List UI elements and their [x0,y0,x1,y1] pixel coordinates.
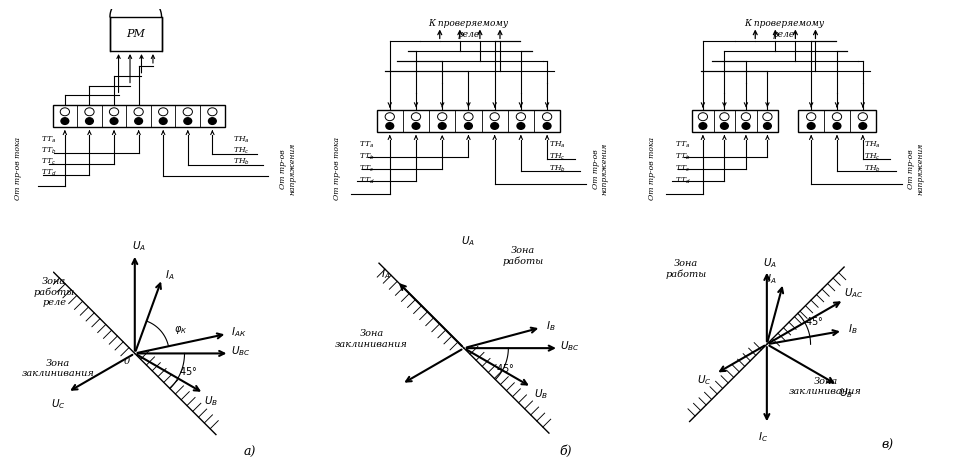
Text: $\varphi_К$: $\varphi_К$ [174,324,187,337]
Text: ТТ$_b$: ТТ$_b$ [41,145,56,156]
Text: ТН$_b$: ТН$_b$ [233,156,250,167]
Text: От тр-ов
напряжения: От тр-ов напряжения [907,143,924,195]
Text: $U_{ВС}$: $U_{ВС}$ [560,339,579,353]
Text: К проверяемому
реле: К проверяемому реле [428,19,509,39]
Circle shape [764,123,771,129]
Circle shape [742,123,750,129]
Text: ТТ$_a$: ТТ$_a$ [41,134,56,145]
Circle shape [517,123,525,129]
Text: ТТ$_c$: ТТ$_c$ [41,156,56,167]
Bar [798,110,876,132]
Text: От тр-ов тока: От тр-ов тока [648,137,656,201]
Text: ТН$_c$: ТН$_c$ [549,152,565,162]
Text: $45°$: $45°$ [495,362,513,374]
Circle shape [543,123,551,129]
Circle shape [110,118,118,125]
Circle shape [439,123,446,129]
Text: $U_В$: $U_В$ [839,387,853,400]
Text: $U_{ВС}$: $U_{ВС}$ [231,345,250,358]
Text: ТН$_a$: ТН$_a$ [864,139,881,150]
Text: ТН$_b$: ТН$_b$ [864,164,881,174]
Text: ТТ$_c$: ТТ$_c$ [675,164,690,174]
Circle shape [386,123,394,129]
Text: $U_A$: $U_A$ [132,239,145,253]
Text: ТН$_c$: ТН$_c$ [864,152,880,162]
Text: $I_A$: $I_A$ [164,268,174,282]
Text: РМ: РМ [126,29,145,39]
Text: От тр-ов тока: От тр-ов тока [333,137,340,201]
Text: От тр-ов
напряжения: От тр-ов напряжения [592,143,609,195]
Text: Зона
заклинивания: Зона заклинивания [336,329,408,349]
Text: ТТ$_c$: ТТ$_c$ [359,164,375,174]
Circle shape [135,118,142,125]
Text: 0: 0 [124,356,130,366]
Text: $U_В$: $U_В$ [533,388,548,401]
Text: ТТ$_b$: ТТ$_b$ [359,152,375,162]
Text: $I_В$: $I_В$ [546,319,555,332]
Text: Зона
работы: Зона работы [503,246,544,266]
Text: б): б) [559,445,572,458]
Text: ТТ$_d$: ТТ$_d$ [675,176,690,186]
Text: ТТ$_d$: ТТ$_d$ [359,176,375,186]
Text: $U_С$: $U_С$ [51,397,65,411]
Text: ТН$_c$: ТН$_c$ [233,145,250,156]
Bar [53,105,225,127]
Circle shape [86,118,94,125]
Circle shape [490,123,498,129]
Circle shape [208,118,216,125]
Circle shape [61,118,69,125]
Text: ТТ$_a$: ТТ$_a$ [675,139,690,150]
Text: в): в) [881,438,894,452]
Text: Зона
заклинивания: Зона заклинивания [790,377,862,396]
Text: $I_{АК}$: $I_{АК}$ [231,325,247,339]
Bar [110,17,162,51]
Text: $I_A$: $I_A$ [381,267,391,280]
Circle shape [699,123,706,129]
Text: $U_A$: $U_A$ [461,234,475,248]
Text: ТН$_b$: ТН$_b$ [549,164,566,174]
Bar [377,110,560,132]
Circle shape [858,123,867,129]
Text: $I_В$: $I_В$ [848,322,858,336]
Text: Зона
работы: Зона работы [665,259,706,278]
Text: ТН$_a$: ТН$_a$ [549,139,566,150]
Text: ТН$_a$: ТН$_a$ [233,134,250,145]
Text: $I_С$: $I_С$ [758,430,769,445]
Circle shape [184,118,191,125]
Circle shape [721,123,728,129]
Circle shape [465,123,472,129]
Circle shape [833,123,841,129]
Text: ТТ$_d$: ТТ$_d$ [41,168,56,178]
Text: От тр-ов тока: От тр-ов тока [14,137,22,201]
Text: От тр-ов
напряжения: От тр-ов напряжения [279,143,296,195]
Text: $U_В$: $U_В$ [205,394,218,408]
Text: $U_A$: $U_A$ [763,256,777,270]
Text: $I_A$: $I_A$ [767,273,776,287]
Text: $U_С$: $U_С$ [697,374,711,388]
Text: Зона
работы
реле: Зона работы реле [33,277,76,307]
Text: $45°$: $45°$ [805,315,823,327]
Circle shape [412,123,420,129]
Circle shape [160,118,167,125]
Text: ТТ$_b$: ТТ$_b$ [675,152,690,162]
Circle shape [807,123,815,129]
Text: ТТ$_a$: ТТ$_a$ [359,139,375,150]
Bar [692,110,778,132]
Text: К проверяемому
реле: К проверяемому реле [744,19,824,39]
Text: $45°$: $45°$ [179,365,198,377]
Text: $U_{АС}$: $U_{АС}$ [844,286,864,300]
Text: а): а) [244,447,255,459]
Text: Зона
заклинивания: Зона заклинивания [22,359,95,379]
